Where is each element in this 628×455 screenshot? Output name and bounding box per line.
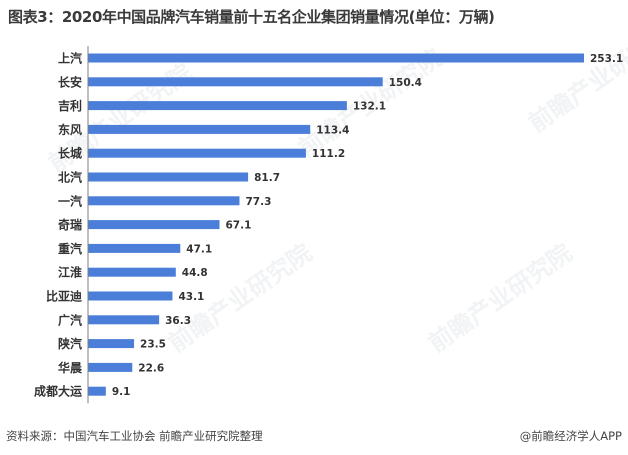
bar xyxy=(88,77,383,87)
bar xyxy=(88,291,173,301)
value-label: 44.8 xyxy=(182,267,208,279)
category-label: 吉利 xyxy=(58,98,82,113)
bar xyxy=(88,101,347,111)
value-label: 113.4 xyxy=(316,124,349,136)
category-label: 一汽 xyxy=(58,193,82,208)
category-label: 上汽 xyxy=(58,51,82,66)
bar xyxy=(88,267,176,277)
bar xyxy=(88,243,181,253)
value-label: 36.3 xyxy=(165,315,191,327)
value-label: 111.2 xyxy=(312,148,345,160)
value-label: 9.1 xyxy=(112,386,131,398)
category-label: 华晨 xyxy=(58,360,83,375)
value-label: 22.6 xyxy=(138,362,164,374)
value-label: 132.1 xyxy=(353,101,386,113)
chart-title: 图表3：2020年中国品牌汽车销量前十五名企业集团销量情况(单位：万辆) xyxy=(8,8,495,26)
bar xyxy=(88,172,249,182)
value-label: 23.5 xyxy=(140,339,166,351)
value-label: 67.1 xyxy=(225,220,251,232)
source-note: 资料来源：中国汽车工业协会 前瞻产业研究院整理 xyxy=(6,429,263,443)
category-label: 奇瑞 xyxy=(58,217,82,232)
bar xyxy=(88,386,106,396)
category-label: 北汽 xyxy=(58,170,82,185)
category-label: 东风 xyxy=(58,122,82,137)
value-label: 81.7 xyxy=(254,172,280,184)
category-label: 江淮 xyxy=(58,265,82,280)
bar xyxy=(88,315,160,325)
category-label: 比亚迪 xyxy=(46,289,82,304)
bar xyxy=(88,196,240,206)
bar xyxy=(88,124,311,134)
bar xyxy=(88,339,135,349)
category-label: 长城 xyxy=(58,146,82,161)
bar-chart: 上汽 253.1 长安 150.4 吉利 132.1 东风 113.4 长城 111.2 北汽 81.… xyxy=(34,46,623,404)
brand-credit: @前瞻经济学人APP xyxy=(519,429,622,443)
value-label: 47.1 xyxy=(186,243,212,255)
category-label: 成都大运 xyxy=(34,384,82,399)
category-label: 重汽 xyxy=(58,241,82,256)
bar xyxy=(88,53,584,63)
value-label: 43.1 xyxy=(178,291,204,303)
category-label: 广汽 xyxy=(58,312,82,327)
footer: 资料来源：中国汽车工业协会 前瞻产业研究院整理 @前瞻经济学人APP xyxy=(6,428,622,448)
category-label: 长安 xyxy=(58,74,82,89)
bar xyxy=(88,148,306,158)
value-label: 77.3 xyxy=(245,196,271,208)
bar xyxy=(88,220,220,230)
value-label: 253.1 xyxy=(590,53,623,65)
bar xyxy=(88,362,133,372)
value-label: 150.4 xyxy=(389,77,422,89)
category-label: 陕汽 xyxy=(58,336,82,351)
